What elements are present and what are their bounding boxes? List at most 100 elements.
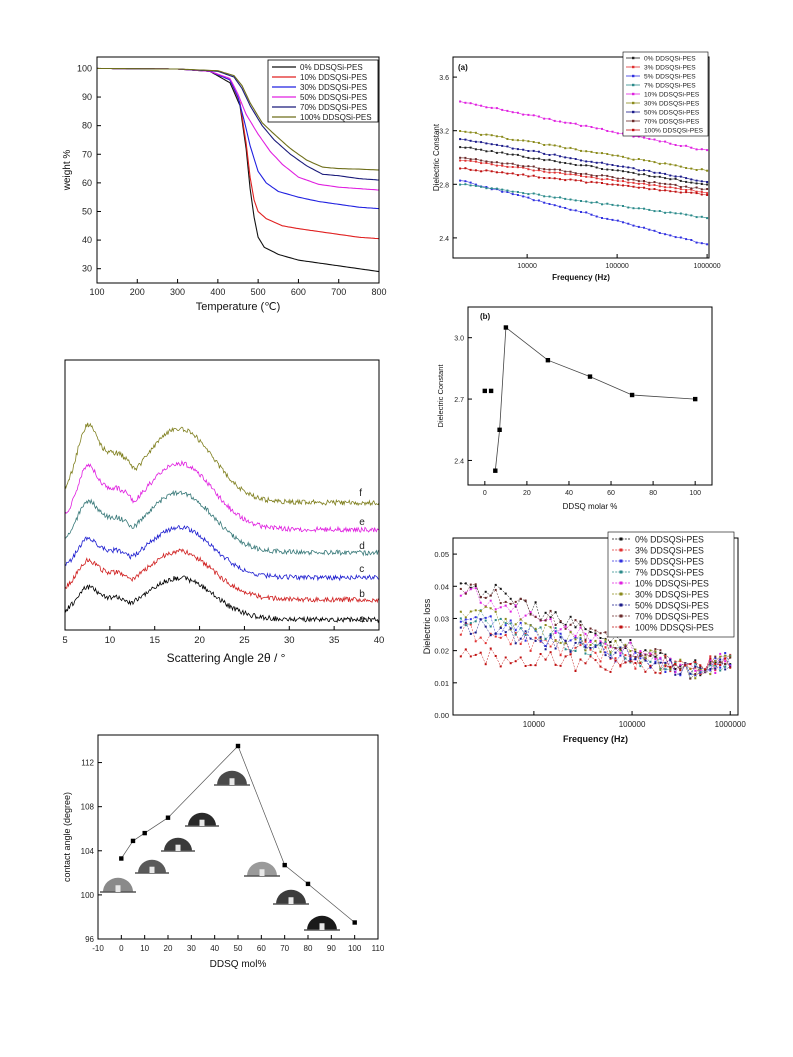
loss-data-point — [719, 655, 722, 658]
tga-xtick-label: 400 — [210, 287, 225, 297]
loss-data-point — [549, 636, 552, 639]
loss-data-point — [514, 631, 517, 634]
ca-data-point — [282, 862, 287, 868]
ca-data-point — [119, 856, 124, 861]
loss-data-point — [489, 625, 492, 628]
tga-ytick-label: 30 — [82, 264, 92, 274]
loss-data-point — [539, 619, 542, 622]
loss-data-point — [524, 622, 527, 625]
loss-data-point — [544, 638, 547, 640]
loss-data-point — [554, 611, 557, 614]
loss-data-point — [464, 618, 467, 621]
loss-x-axis-label: Frequency (Hz) — [563, 734, 628, 744]
dc-legend-label: 5% DDSQSi-PES — [644, 74, 696, 81]
loss-data-point — [564, 655, 567, 658]
droplet-highlight — [115, 885, 121, 892]
loss-data-point — [574, 619, 577, 622]
droplet-highlight — [149, 866, 155, 873]
waxd-x-axis-label: Scattering Angle 2θ / ° — [167, 651, 286, 665]
tga-ytick-label: 80 — [82, 121, 92, 131]
loss-data-point — [504, 634, 507, 636]
loss-data-point — [729, 656, 732, 659]
loss-data-point — [649, 652, 652, 655]
droplet-highlight — [175, 844, 181, 851]
loss-data-point — [574, 636, 577, 639]
loss-data-point — [594, 639, 597, 642]
tga-xtick-label: 800 — [371, 287, 386, 297]
droplet-image — [214, 770, 250, 786]
loss-data-point — [469, 588, 472, 591]
loss-legend-marker — [619, 625, 623, 629]
dcm-data-point — [587, 374, 593, 379]
droplet-shape — [276, 889, 306, 904]
loss-data-point — [584, 632, 587, 635]
tga-legend-label: 0% DDSQSi-PES — [300, 63, 363, 72]
dcm-connecting-line — [494, 326, 696, 471]
loss-series-line — [460, 587, 731, 674]
loss-data-point — [509, 643, 512, 646]
dcm-data-point — [497, 427, 502, 432]
dcm-xtick-label: 40 — [565, 490, 573, 497]
loss-legend-marker — [619, 603, 623, 607]
loss-data-point — [614, 639, 617, 642]
droplet-shape — [247, 861, 277, 876]
loss-legend-label: 3% DDSQSi-PES — [635, 546, 704, 556]
loss-data-point — [584, 644, 587, 647]
loss-data-point — [519, 618, 522, 621]
droplet-image — [100, 877, 136, 893]
ca-xtick-label: 90 — [327, 944, 336, 953]
loss-data-point — [604, 646, 607, 649]
loss-data-point — [694, 659, 697, 662]
loss-data-point — [489, 615, 492, 618]
droplet-image — [244, 861, 280, 877]
loss-data-point — [504, 600, 507, 603]
waxd-series-line — [64, 525, 380, 582]
dielectric-constant-molar-chart: 0 20 40 60 80 100 2.4 2.7 3.0 (b) DDSQ molar % Diel… — [436, 306, 713, 511]
loss-legend-box — [607, 531, 735, 638]
loss-legend-marker — [619, 559, 623, 563]
loss-data-point — [584, 662, 587, 665]
droplet-highlight — [229, 778, 235, 785]
loss-ytick-label: 0.05 — [434, 550, 449, 559]
ca-xtick-label: 100 — [348, 944, 362, 953]
ca-data-point — [142, 830, 147, 836]
droplet-shape — [164, 837, 192, 851]
loss-data-point — [719, 661, 722, 664]
dc-x-axis-label: Frequency (Hz) — [552, 273, 610, 282]
dielectric-constant-frequency-chart: 10000 100000 1000000 2.4 2.8 3.2 3.6 (a) 0% DDSQ… — [432, 51, 721, 282]
tga-series-line — [96, 67, 380, 171]
dc-series-line — [460, 138, 708, 183]
loss-data-point — [669, 657, 672, 660]
dc-ytick-label: 3.6 — [439, 75, 449, 82]
dc-frame — [452, 56, 710, 259]
tga-ytick-label: 90 — [82, 92, 92, 102]
loss-data-point — [654, 652, 657, 655]
dcm-xtick-label: 20 — [523, 490, 531, 497]
loss-data-point — [529, 637, 532, 640]
loss-data-point — [484, 596, 487, 599]
loss-data-point — [464, 648, 467, 651]
loss-legend-label: 50% DDSQSi-PES — [635, 601, 709, 611]
loss-data-point — [629, 660, 632, 663]
tga-xtick-label: 200 — [130, 287, 145, 297]
ca-y-axis-label: contact angle (degree) — [62, 792, 72, 882]
dc-panel-label: (a) — [458, 63, 468, 72]
dc-legend-marker — [632, 119, 635, 123]
loss-data-point — [474, 653, 477, 656]
droplet-highlight — [199, 819, 205, 826]
loss-data-point — [679, 664, 682, 667]
loss-data-point — [674, 668, 677, 670]
loss-legend-marker — [619, 581, 623, 585]
loss-data-point — [614, 647, 617, 650]
dcm-x-axis-label: DDSQ molar % — [563, 502, 618, 511]
loss-data-point — [464, 624, 467, 627]
loss-data-point — [639, 662, 642, 664]
loss-data-point — [474, 620, 477, 623]
droplet-highlight — [319, 923, 325, 930]
loss-data-point — [589, 627, 592, 630]
loss-data-point — [504, 622, 507, 625]
waxd-series-line — [64, 575, 380, 624]
loss-ytick-label: 0.03 — [434, 614, 449, 623]
loss-data-point — [719, 658, 722, 661]
